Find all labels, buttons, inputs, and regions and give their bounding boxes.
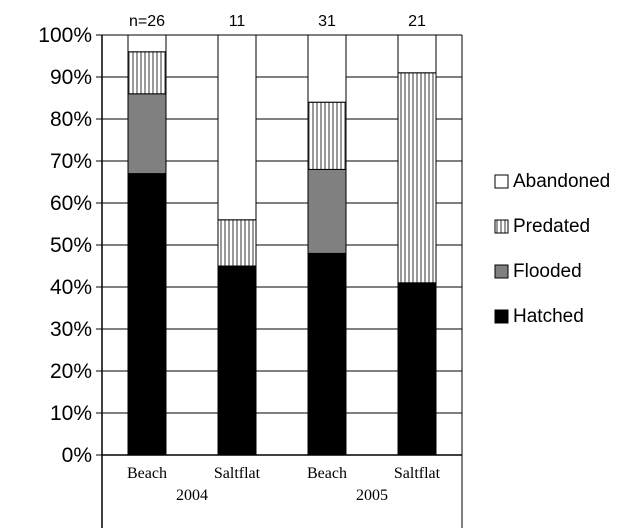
y-tick-label: 80% xyxy=(50,108,92,131)
legend-swatch-predated xyxy=(494,219,509,234)
bar-segment-predated xyxy=(307,101,347,170)
y-tick-label: 30% xyxy=(50,318,92,341)
y-tick-label: 60% xyxy=(50,192,92,215)
bar-segment-predated xyxy=(217,219,257,267)
bar-segment-abandoned xyxy=(397,34,437,74)
bar-segment-hatched xyxy=(217,265,257,456)
bar-segment-predated xyxy=(397,72,437,284)
y-tick-label: 90% xyxy=(50,66,92,89)
y-tick-label: 20% xyxy=(50,360,92,383)
y-tick-label: 10% xyxy=(50,402,92,425)
category-label: Saltflat xyxy=(394,465,441,482)
sample-size-labels: n=26 11 31 21 xyxy=(129,13,426,30)
legend-label: Abandoned xyxy=(513,171,610,192)
bar-segment-flooded xyxy=(307,168,347,254)
bar-segment-abandoned xyxy=(217,34,257,221)
sample-size-label: n=26 xyxy=(129,13,165,30)
legend-swatch-abandoned xyxy=(494,174,509,189)
group-label: 2005 xyxy=(356,487,388,504)
bar-segment-hatched xyxy=(307,252,347,456)
y-tick-label: 40% xyxy=(50,276,92,299)
bar-segment-hatched xyxy=(397,282,437,456)
bar-segment-hatched xyxy=(127,173,167,456)
legend-label: Flooded xyxy=(513,261,582,282)
bar-segment-abandoned xyxy=(307,34,347,103)
legend: Abandoned Predated Flooded Hatched xyxy=(494,171,610,327)
category-labels: Beach Saltflat Beach Saltflat 2004 2005 xyxy=(127,465,441,504)
y-tick-label: 0% xyxy=(62,444,92,467)
y-tick-label: 100% xyxy=(38,24,92,47)
legend-label: Predated xyxy=(513,216,590,237)
legend-label: Hatched xyxy=(513,306,584,327)
legend-swatch-flooded xyxy=(494,264,509,279)
y-tick-label: 50% xyxy=(50,234,92,257)
y-tick-label: 70% xyxy=(50,150,92,173)
category-label: Saltflat xyxy=(214,465,261,482)
bar-segment-flooded xyxy=(127,93,167,175)
category-label: Beach xyxy=(307,465,347,482)
bar-segment-predated xyxy=(127,51,167,95)
y-tick-labels: 0% 10% 20% 30% 40% 50% 60% 70% 80% 90% 100% xyxy=(38,24,92,467)
group-label: 2004 xyxy=(176,487,208,504)
bars xyxy=(127,34,437,456)
axes xyxy=(96,34,463,528)
sample-size-label: 21 xyxy=(408,13,426,30)
legend-swatch-hatched xyxy=(494,309,509,324)
sample-size-label: 11 xyxy=(229,13,246,30)
category-label: Beach xyxy=(127,465,167,482)
bar-segment-abandoned xyxy=(127,34,167,53)
sample-size-label: 31 xyxy=(318,13,336,30)
